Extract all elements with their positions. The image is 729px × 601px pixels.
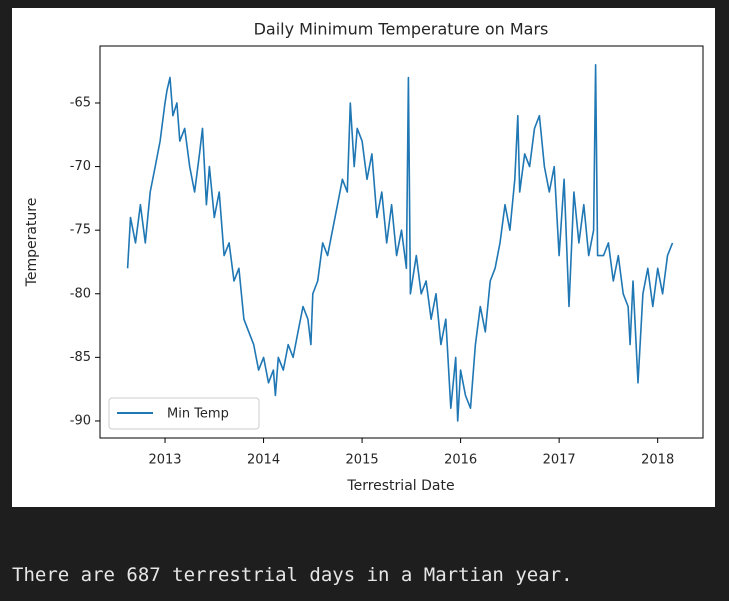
legend-label: Min Temp [167, 407, 229, 422]
line-series [126, 64, 674, 422]
y-tick-label: -75 [70, 223, 91, 238]
x-tick-label: 2018 [641, 453, 674, 468]
x-tick-label: 2013 [148, 453, 181, 468]
y-tick-label: -80 [70, 286, 91, 301]
y-tick-label: -70 [70, 159, 91, 174]
y-tick-label: -65 [70, 95, 91, 110]
y-axis-label: Temperature [24, 198, 40, 288]
x-axis-label: Terrestrial Date [346, 478, 454, 494]
y-tick-label: -90 [70, 413, 91, 428]
chart: Daily Minimum Temperature on Mars Terres… [12, 8, 715, 507]
legend-box [108, 397, 260, 430]
plot-frame [99, 45, 704, 439]
y-tick-label: -85 [70, 350, 91, 365]
x-tick-label: 2017 [543, 453, 576, 468]
output-text: There are 687 terrestrial days in a Mart… [12, 564, 573, 586]
x-tick-label: 2015 [346, 453, 379, 468]
x-tick-label: 2016 [444, 453, 477, 468]
chart-title: Daily Minimum Temperature on Mars [254, 20, 549, 39]
x-tick-label: 2014 [247, 453, 280, 468]
